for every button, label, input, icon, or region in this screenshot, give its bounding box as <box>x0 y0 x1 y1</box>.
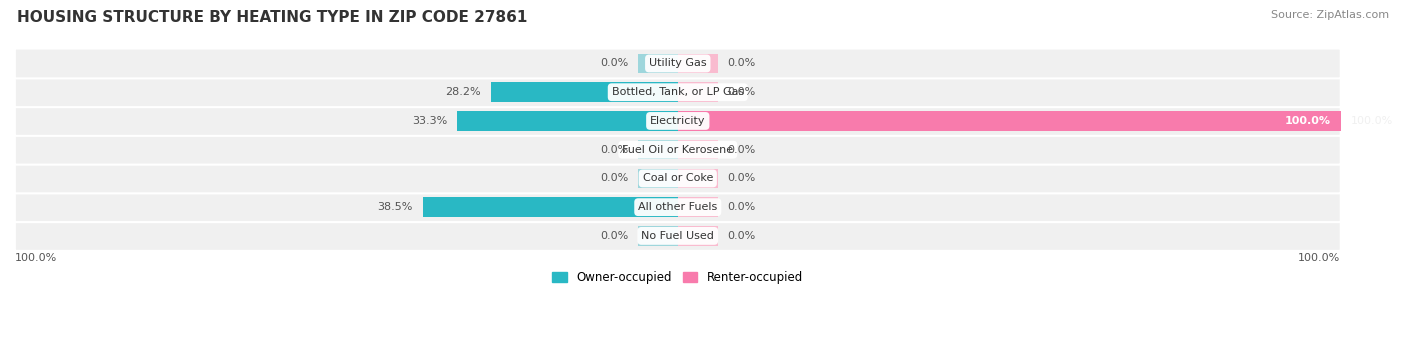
Bar <box>638 54 678 73</box>
Bar <box>678 111 1340 131</box>
Bar <box>678 83 717 102</box>
Text: 0.0%: 0.0% <box>727 202 756 212</box>
Text: Coal or Coke: Coal or Coke <box>643 174 713 183</box>
Legend: Owner-occupied, Renter-occupied: Owner-occupied, Renter-occupied <box>548 266 808 288</box>
Bar <box>678 140 717 160</box>
FancyBboxPatch shape <box>15 106 1341 136</box>
Text: 28.2%: 28.2% <box>446 87 481 97</box>
Text: 0.0%: 0.0% <box>600 58 628 69</box>
Text: 0.0%: 0.0% <box>600 145 628 155</box>
Text: HOUSING STRUCTURE BY HEATING TYPE IN ZIP CODE 27861: HOUSING STRUCTURE BY HEATING TYPE IN ZIP… <box>17 10 527 25</box>
Bar <box>678 197 717 217</box>
Text: 0.0%: 0.0% <box>727 145 756 155</box>
Text: 0.0%: 0.0% <box>727 87 756 97</box>
Text: 100.0%: 100.0% <box>1351 116 1393 126</box>
Bar <box>638 226 678 246</box>
Text: 0.0%: 0.0% <box>727 231 756 241</box>
Text: No Fuel Used: No Fuel Used <box>641 231 714 241</box>
FancyBboxPatch shape <box>15 135 1341 165</box>
Text: 0.0%: 0.0% <box>727 174 756 183</box>
Text: 0.0%: 0.0% <box>600 174 628 183</box>
Bar <box>678 54 717 73</box>
Text: 100.0%: 100.0% <box>1351 116 1393 126</box>
Text: 0.0%: 0.0% <box>727 58 756 69</box>
Bar <box>638 140 678 160</box>
Bar <box>678 226 717 246</box>
Text: Utility Gas: Utility Gas <box>650 58 707 69</box>
Text: All other Fuels: All other Fuels <box>638 202 717 212</box>
Text: 100.0%: 100.0% <box>1285 116 1330 126</box>
Bar <box>491 83 678 102</box>
Text: 100.0%: 100.0% <box>15 253 58 263</box>
FancyBboxPatch shape <box>15 192 1341 222</box>
FancyBboxPatch shape <box>15 77 1341 107</box>
Bar <box>457 111 678 131</box>
Text: 100.0%: 100.0% <box>1298 253 1340 263</box>
Text: 38.5%: 38.5% <box>377 202 413 212</box>
Text: Source: ZipAtlas.com: Source: ZipAtlas.com <box>1271 10 1389 20</box>
Bar <box>678 169 717 188</box>
Text: 0.0%: 0.0% <box>600 231 628 241</box>
FancyBboxPatch shape <box>15 48 1341 78</box>
Text: Fuel Oil or Kerosene: Fuel Oil or Kerosene <box>623 145 734 155</box>
Bar <box>423 197 678 217</box>
FancyBboxPatch shape <box>15 221 1341 251</box>
Text: Electricity: Electricity <box>650 116 706 126</box>
Text: 33.3%: 33.3% <box>412 116 447 126</box>
FancyBboxPatch shape <box>15 163 1341 193</box>
Bar <box>638 169 678 188</box>
Text: Bottled, Tank, or LP Gas: Bottled, Tank, or LP Gas <box>612 87 744 97</box>
